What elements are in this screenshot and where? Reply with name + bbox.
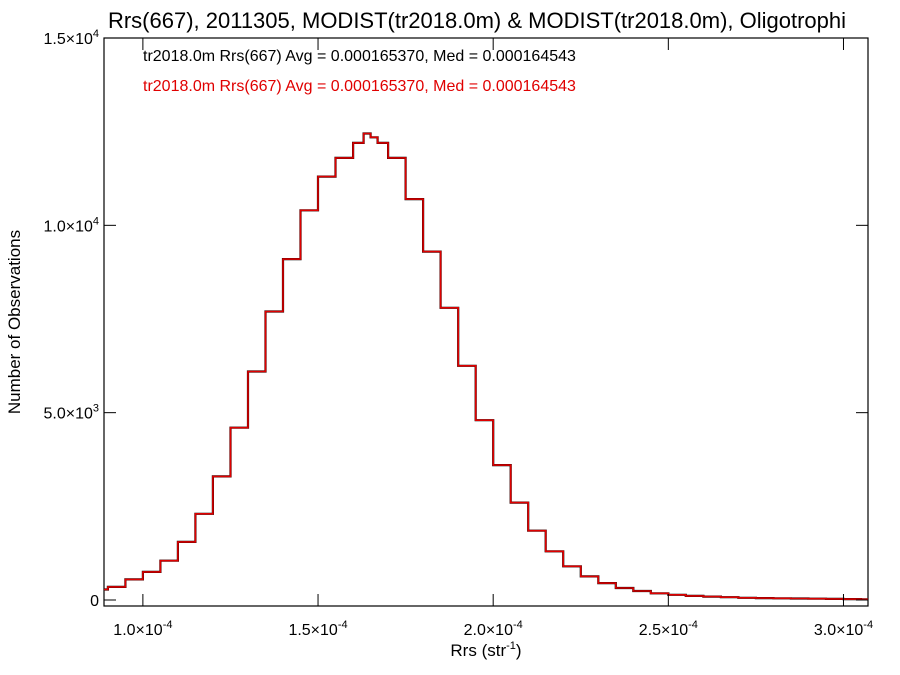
series-layer xyxy=(104,132,868,601)
x-axis-label-base: Rrs (str xyxy=(450,641,506,660)
x-axis-label-tail: ) xyxy=(516,641,522,660)
x-axis-label: Rrs (str-1) xyxy=(450,640,521,660)
tick-layer: 1.0×10-4 1.5×10-4 2.0×10-4 2.5×10-4 3.0×10-4… xyxy=(43,28,873,639)
x-axis-label-exponent: -1 xyxy=(506,640,516,652)
annotation-2: tr2018.0m Rrs(667) Avg = 0.000165370, Me… xyxy=(143,78,576,95)
series-line-2 xyxy=(104,132,868,601)
x-tick-label-5: 3.0×10-4 xyxy=(814,619,873,639)
y-tick-label-4: 1.5×104 xyxy=(43,28,99,48)
y-axis-label: Number of Observations xyxy=(5,230,24,414)
x-tick-label-1: 1.0×10-4 xyxy=(113,619,172,639)
y-tick-label-3: 1.0×104 xyxy=(43,215,99,235)
x-tick-label-3: 2.0×10-4 xyxy=(464,619,523,639)
plot-frame xyxy=(103,37,869,607)
chart-title: Rrs(667), 2011305, MODIST(tr2018.0m) & M… xyxy=(108,8,846,33)
x-tick-label-2: 1.5×10-4 xyxy=(288,619,347,639)
y-tick-label-2: 5.0×103 xyxy=(43,403,99,423)
series-line-1 xyxy=(104,132,868,601)
y-tick-label-1: 0 xyxy=(90,593,99,610)
annotation-1: tr2018.0m Rrs(667) Avg = 0.000165370, Me… xyxy=(143,48,576,65)
annotation-layer: tr2018.0m Rrs(667) Avg = 0.000165370, Me… xyxy=(143,48,576,95)
x-tick-label-4: 2.5×10-4 xyxy=(639,619,698,639)
